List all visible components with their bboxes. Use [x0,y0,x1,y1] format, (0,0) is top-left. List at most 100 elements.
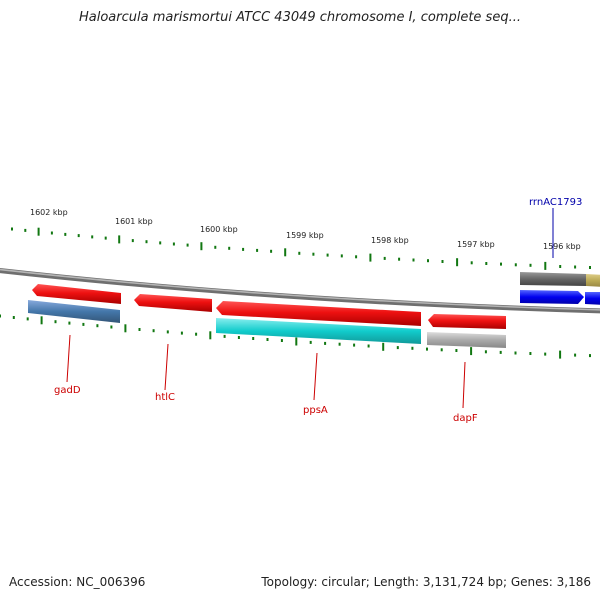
minor-tick [82,322,85,326]
minor-tick [355,255,358,259]
accession-text: Accession: NC_006396 [9,575,146,589]
major-tick [209,331,212,340]
gene-ppsA-feature[interactable] [216,301,421,326]
minor-tick [228,246,231,250]
ppsA-leader-line [313,352,318,401]
minor-tick [214,245,217,249]
gene-gadD-reverse-feature[interactable] [28,300,120,323]
minor-tick [131,239,134,243]
major-tick [559,350,562,359]
minor-tick [574,265,577,269]
minor-tick [242,247,245,251]
minor-tick [166,330,169,334]
minor-tick [54,320,57,324]
minor-tick [470,261,473,265]
kbp-label-1601: 1601 kbp [115,217,153,226]
minor-tick [172,242,175,246]
kbp-label-1596: 1596 kbp [543,242,581,251]
minor-tick [280,339,283,342]
map-title: Haloarcula marismortui ATCC 43049 chromo… [79,10,521,25]
minor-tick [252,337,255,340]
minor-tick [589,266,591,269]
minor-tick [326,253,329,257]
minor-tick [77,234,80,238]
gene-dapF-reverse-feature[interactable] [427,332,506,348]
minor-tick [412,258,415,262]
gene-dapF-feature[interactable] [428,314,506,329]
minor-tick [589,354,591,358]
gene-label-rrnAC1793[interactable]: rrnAC1793 [529,197,582,208]
minor-tick [500,262,502,266]
kbp-label-1599: 1599 kbp [286,231,324,240]
blue-feature-edge[interactable] [585,292,600,305]
olive-feature[interactable] [586,274,600,287]
minor-tick [266,338,269,341]
blue-arrow-feature[interactable] [520,290,584,304]
minor-tick [411,346,414,350]
gene-label-gadD[interactable]: gadD [54,385,81,396]
rrnAC1793-feature[interactable] [520,272,586,286]
gene-ppsA-reverse-feature[interactable] [216,318,421,344]
major-tick [456,258,459,267]
bottom-tick-scale [0,314,591,359]
minor-tick [398,257,401,261]
minor-tick [499,350,502,354]
minor-tick [324,341,327,345]
minor-tick [440,348,443,352]
minor-tick [110,325,113,329]
major-tick [544,261,547,270]
minor-tick [0,314,1,318]
gene-label-htlC[interactable]: htlC [155,392,175,403]
minor-tick [338,342,341,346]
minor-tick [104,236,107,240]
minor-tick [340,254,343,258]
minor-tick [484,350,487,354]
minor-tick [26,317,29,321]
minor-tick [367,344,370,348]
major-tick [284,248,287,257]
major-tick [382,342,385,351]
minor-tick [195,332,198,336]
kbp-label-1600: 1600 kbp [200,225,238,234]
kbp-label-1602: 1602 kbp [30,208,68,217]
dapF-leader-line [462,361,466,409]
gene-label-ppsA[interactable]: ppsA [303,405,328,416]
gene-gadD-feature[interactable] [32,284,121,304]
minor-tick [11,227,13,231]
major-tick [470,347,473,356]
minor-tick [180,331,183,335]
minor-tick [514,263,517,267]
minor-tick [544,352,547,356]
gene-htlC-feature[interactable] [134,294,212,312]
minor-tick [383,256,386,260]
minor-tick [309,340,312,344]
topology-summary-text: Topology: circular; Length: 3,131,724 bp… [261,575,591,589]
minor-tick [68,321,71,325]
minor-tick [298,251,301,255]
chromosome-backbone-highlight [0,268,600,311]
minor-tick [312,252,315,256]
minor-tick [138,328,141,331]
minor-tick [353,343,356,347]
minor-tick [559,265,562,268]
minor-tick [12,316,15,319]
minor-tick [256,248,259,252]
chromosome-backbone [0,268,600,314]
gene-label-dapF[interactable]: dapF [453,413,478,424]
htlC-leader-line [164,343,169,391]
minor-tick [91,235,94,239]
minor-tick [270,249,273,253]
minor-tick [50,231,53,235]
minor-tick [186,243,189,247]
minor-tick [24,228,27,232]
minor-tick [529,263,532,267]
minor-tick [574,353,577,357]
kbp-label-1598: 1598 kbp [371,236,409,245]
minor-tick [514,351,517,355]
kbp-label-1597: 1597 kbp [457,240,495,249]
major-tick [37,227,40,236]
minor-tick [223,334,226,338]
gadD-leader-line [66,334,71,383]
minor-tick [152,329,155,333]
